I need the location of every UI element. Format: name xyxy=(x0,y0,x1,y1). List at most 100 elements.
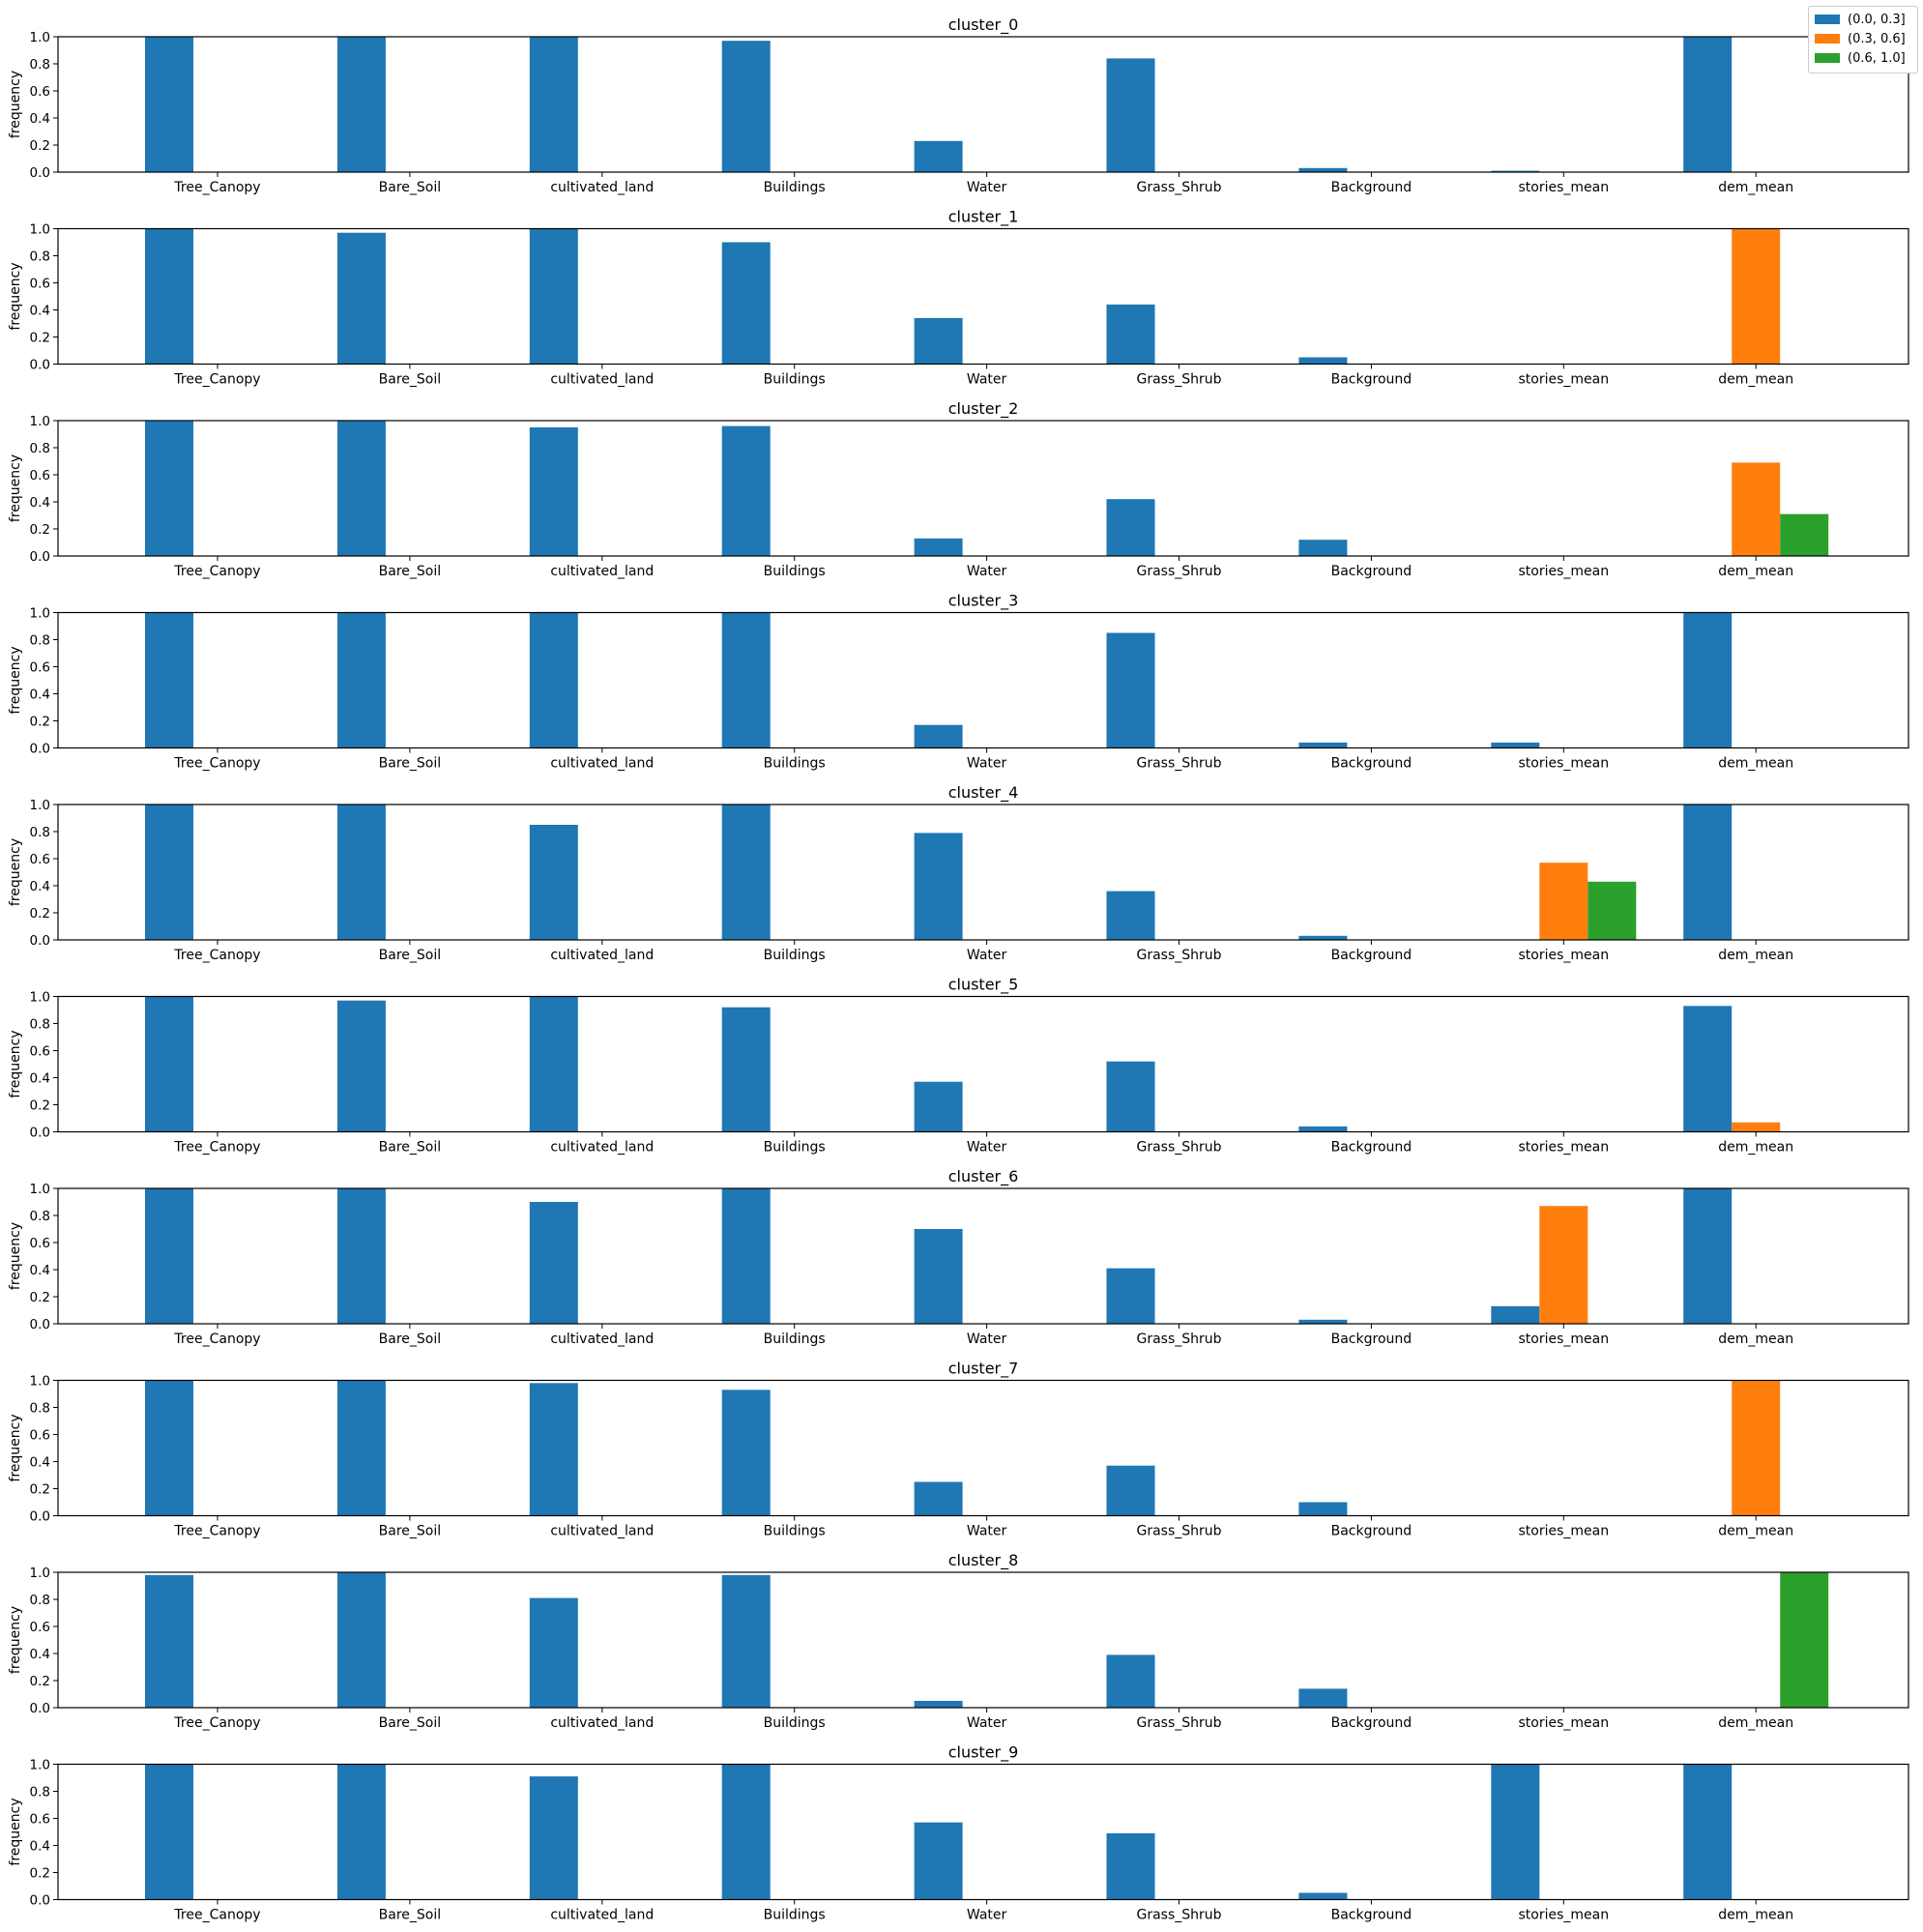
bar-dem_mean-bin-1 xyxy=(1732,1122,1781,1132)
bar-grass_shrub-bin-0 xyxy=(1106,632,1155,748)
x-tick-label: cultivated_land xyxy=(550,948,654,963)
x-tick-label: Tree_Canopy xyxy=(173,1332,260,1347)
y-tick-label: 0.0 xyxy=(30,742,50,757)
y-tick-label: 1.0 xyxy=(30,30,50,45)
bar-tree_canopy-bin-0 xyxy=(145,37,193,172)
x-tick-label: Background xyxy=(1331,564,1413,579)
bar-stories_mean-bin-0 xyxy=(1491,742,1540,748)
y-tick-label: 0.4 xyxy=(30,495,50,511)
x-tick-label: Background xyxy=(1331,948,1413,963)
x-tick-label: cultivated_land xyxy=(550,1140,654,1156)
bar-dem_mean-bin-0 xyxy=(1683,1188,1733,1324)
x-tick-label: cultivated_land xyxy=(550,1332,654,1347)
y-tick-label: 0.2 xyxy=(30,331,50,346)
y-axis-label: frequency xyxy=(8,1030,23,1098)
subplot-cluster-8: cluster_8 frequency 0.0 0.2 0.4 0.6 0.8 1.0 Tree… xyxy=(8,1551,1909,1731)
subplot-cluster-3: cluster_3 frequency 0.0 0.2 0.4 0.6 0.8 1.0 Tree… xyxy=(8,592,1909,772)
x-tick-label: cultivated_land xyxy=(550,564,654,579)
bar-water-bin-0 xyxy=(914,1701,963,1708)
x-tick-label: Water xyxy=(967,948,1007,963)
x-tick-label: stories_mean xyxy=(1518,1715,1609,1731)
axes-frame xyxy=(57,1379,1909,1517)
subplot-cluster-5: cluster_5 frequency 0.0 0.2 0.4 0.6 0.8 1.0 Tree… xyxy=(8,976,1909,1156)
x-tick-label: cultivated_land xyxy=(550,180,654,195)
y-tick-label: 0.4 xyxy=(30,1071,50,1087)
bar-tree_canopy-bin-0 xyxy=(145,805,193,940)
legend-swatch-bin-2 xyxy=(1815,53,1840,63)
legend-swatch-bin-0 xyxy=(1815,15,1840,24)
bar-cultivated_land-bin-0 xyxy=(529,1202,578,1324)
x-tick-label: Water xyxy=(967,1715,1007,1731)
x-tick-label: Buildings xyxy=(764,1908,826,1923)
bar-buildings-bin-0 xyxy=(721,425,771,556)
x-tick-label: stories_mean xyxy=(1518,372,1609,388)
bar-grass_shrub-bin-0 xyxy=(1106,1268,1155,1324)
legend: (0.0, 0.3] (0.3, 0.6] (0.6, 1.0] xyxy=(1808,6,1918,73)
axes-frame xyxy=(57,227,1909,366)
y-tick-label: 0.6 xyxy=(30,468,50,483)
axes-frame xyxy=(57,1187,1909,1325)
subplot-cluster-2: cluster_2 frequency 0.0 0.2 0.4 0.6 0.8 1.0 Tree… xyxy=(8,399,1909,579)
y-tick-label: 0.2 xyxy=(30,1482,50,1498)
x-tick-label: dem_mean xyxy=(1718,948,1793,963)
subplot-cluster-9: cluster_9 frequency 0.0 0.2 0.4 0.6 0.8 1.0 Tree… xyxy=(8,1743,1909,1923)
y-tick-label: 0.4 xyxy=(30,1647,50,1662)
y-tick-label: 0.6 xyxy=(30,1620,50,1635)
x-tick-label: dem_mean xyxy=(1718,564,1793,579)
bar-stories_mean-bin-1 xyxy=(1539,1206,1588,1324)
subplot-cluster-1: cluster_1 frequency 0.0 0.2 0.4 0.6 0.8 1.0 Tree… xyxy=(8,208,1909,388)
y-tick-label: 0.8 xyxy=(30,1209,50,1224)
x-tick-label: Background xyxy=(1331,372,1413,388)
axes-frame xyxy=(57,611,1909,749)
axes-frame xyxy=(57,1571,1909,1709)
legend-label-bin-0: (0.0, 0.3] xyxy=(1848,12,1906,27)
bar-background-bin-0 xyxy=(1298,1126,1348,1132)
bar-stories_mean-bin-0 xyxy=(1491,170,1540,172)
x-tick-label: Bare_Soil xyxy=(379,948,441,963)
y-tick-label: 0.8 xyxy=(30,825,50,840)
legend-entry-bin-0: (0.0, 0.3] xyxy=(1815,10,1911,29)
y-tick-label: 0.2 xyxy=(30,715,50,730)
bar-bare_soil-bin-0 xyxy=(336,805,386,940)
y-tick-label: 0.2 xyxy=(30,522,50,538)
y-tick-label: 0.0 xyxy=(30,933,50,949)
subplot-title: cluster_0 xyxy=(948,15,1019,35)
x-tick-label: Water xyxy=(967,180,1007,195)
x-tick-label: dem_mean xyxy=(1718,1715,1793,1731)
y-tick-label: 1.0 xyxy=(30,222,50,238)
x-tick-label: stories_mean xyxy=(1518,1332,1609,1347)
legend-label-bin-1: (0.3, 0.6] xyxy=(1848,31,1906,46)
y-axis-label: frequency xyxy=(8,262,23,330)
y-tick-label: 0.0 xyxy=(30,358,50,373)
y-tick-label: 1.0 xyxy=(30,1566,50,1581)
y-tick-label: 0.4 xyxy=(30,1263,50,1278)
bar-buildings-bin-0 xyxy=(721,805,771,940)
x-tick-label: Background xyxy=(1331,1908,1413,1923)
y-tick-label: 1.0 xyxy=(30,798,50,813)
subplot-cluster-4: cluster_4 frequency 0.0 0.2 0.4 0.6 0.8 1.0 Tree… xyxy=(8,783,1909,963)
x-tick-label: cultivated_land xyxy=(550,1715,654,1731)
y-tick-label: 0.0 xyxy=(30,1509,50,1525)
y-tick-label: 0.8 xyxy=(30,249,50,265)
y-tick-label: 0.4 xyxy=(30,304,50,319)
y-tick-label: 0.0 xyxy=(30,549,50,565)
x-tick-label: Background xyxy=(1331,1524,1413,1539)
y-tick-label: 0.6 xyxy=(30,660,50,676)
x-tick-label: stories_mean xyxy=(1518,948,1609,963)
y-tick-label: 0.4 xyxy=(30,1839,50,1855)
bar-buildings-bin-0 xyxy=(721,1574,771,1708)
axes-frame xyxy=(57,36,1909,173)
legend-swatch-bin-1 xyxy=(1815,34,1840,44)
y-tick-label: 0.6 xyxy=(30,1236,50,1251)
bar-water-bin-0 xyxy=(914,140,963,172)
bar-grass_shrub-bin-0 xyxy=(1106,499,1155,556)
y-axis-label: frequency xyxy=(8,454,23,522)
bar-background-bin-0 xyxy=(1298,1688,1348,1708)
x-tick-label: dem_mean xyxy=(1718,1524,1793,1539)
x-tick-label: Tree_Canopy xyxy=(173,1524,260,1539)
x-tick-label: Bare_Soil xyxy=(379,1140,441,1156)
legend-entry-bin-2: (0.6, 1.0] xyxy=(1815,48,1911,68)
bar-cultivated_land-bin-0 xyxy=(529,37,578,172)
y-tick-label: 1.0 xyxy=(30,1182,50,1197)
y-axis-label: frequency xyxy=(8,646,23,714)
